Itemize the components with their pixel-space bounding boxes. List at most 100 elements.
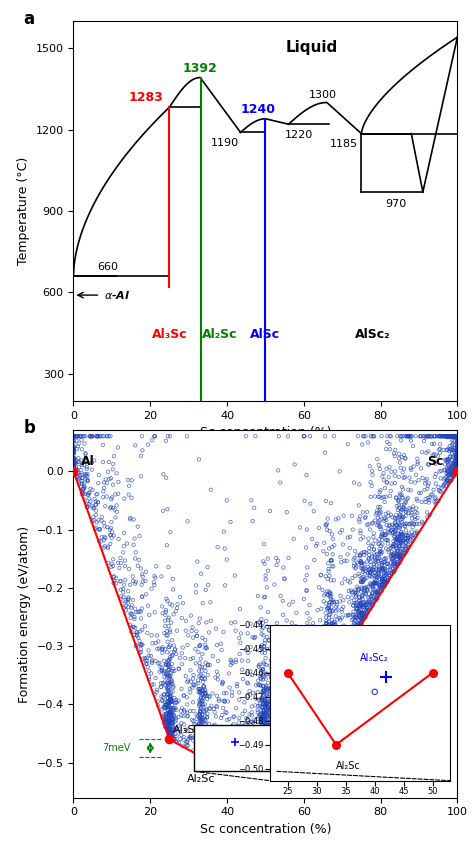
Point <box>193 722 201 736</box>
Point <box>78 477 85 490</box>
Point <box>445 468 453 482</box>
Point <box>197 748 205 761</box>
Point <box>162 700 169 713</box>
Point <box>204 707 211 721</box>
Point <box>351 609 359 623</box>
Point <box>327 496 335 510</box>
Point <box>72 466 80 479</box>
Point <box>167 714 174 728</box>
Point <box>391 528 399 541</box>
Point <box>325 655 332 668</box>
Point <box>454 463 461 477</box>
Point <box>387 524 394 538</box>
Point <box>70 430 77 443</box>
Point <box>366 522 374 536</box>
Point <box>415 473 422 487</box>
Point <box>85 492 93 506</box>
Point <box>425 445 432 458</box>
Point <box>127 601 135 614</box>
Point <box>76 430 83 443</box>
Point <box>352 560 359 574</box>
Point <box>195 732 202 745</box>
Point <box>450 430 458 443</box>
Point <box>453 444 460 457</box>
Point <box>383 576 390 589</box>
Point <box>346 626 354 640</box>
Point <box>391 520 399 533</box>
Point <box>195 616 202 630</box>
Point <box>199 747 206 760</box>
Point <box>206 721 214 734</box>
Point <box>254 685 262 699</box>
Point <box>174 711 182 724</box>
Point <box>133 629 141 642</box>
Point <box>235 716 243 729</box>
Point <box>103 520 111 533</box>
Point <box>368 598 376 611</box>
Point <box>326 524 333 538</box>
Point <box>87 430 94 443</box>
Point <box>391 555 398 568</box>
Point <box>264 696 271 710</box>
Point <box>191 717 198 731</box>
Point <box>249 717 257 730</box>
Point <box>454 444 461 457</box>
Point <box>394 556 401 570</box>
Point <box>245 730 252 744</box>
Point <box>395 470 402 484</box>
Point <box>449 470 457 484</box>
Point <box>344 437 352 451</box>
Point <box>158 703 166 717</box>
Point <box>197 729 205 743</box>
Point <box>342 622 350 636</box>
Point <box>368 599 376 613</box>
Point <box>346 530 354 544</box>
Point <box>165 717 173 731</box>
Point <box>378 582 386 595</box>
Point <box>292 690 299 703</box>
Point <box>138 578 146 592</box>
Point <box>390 520 398 533</box>
Point <box>210 724 217 738</box>
Point <box>450 430 458 443</box>
Point <box>137 625 144 638</box>
Point <box>158 661 166 674</box>
Point <box>160 690 167 704</box>
Point <box>414 506 421 520</box>
Point <box>268 699 276 712</box>
Point <box>326 569 333 582</box>
Point <box>376 504 383 517</box>
Point <box>92 504 100 517</box>
Point <box>331 651 339 664</box>
Point <box>262 706 269 720</box>
Point <box>454 430 461 443</box>
Point <box>296 521 304 534</box>
Point <box>454 439 461 452</box>
Point <box>454 453 461 467</box>
Point <box>359 563 367 576</box>
Point <box>358 606 366 619</box>
Point <box>107 430 114 443</box>
Point <box>210 735 218 749</box>
Point <box>324 655 332 668</box>
Point <box>423 430 431 443</box>
Point <box>454 462 461 475</box>
Point <box>353 621 361 635</box>
Point <box>249 728 257 741</box>
Point <box>326 625 334 639</box>
Point <box>160 701 168 714</box>
Point <box>281 571 288 585</box>
Point <box>201 709 209 722</box>
Point <box>266 682 274 695</box>
Point <box>128 598 136 612</box>
Point <box>419 517 427 530</box>
Point <box>360 606 367 619</box>
Point <box>407 434 415 447</box>
Point <box>252 699 259 712</box>
Point <box>392 559 399 572</box>
Point <box>351 626 359 640</box>
Point <box>404 430 411 443</box>
Point <box>239 673 247 686</box>
Point <box>196 660 204 674</box>
Point <box>451 458 459 472</box>
